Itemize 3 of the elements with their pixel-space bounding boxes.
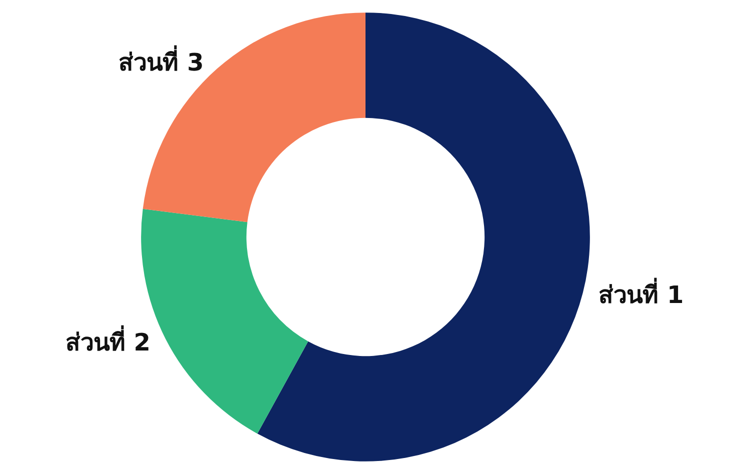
slice-label: ส่วนที่ 3 — [118, 44, 204, 77]
slice-label: ส่วนที่ 2 — [65, 324, 150, 357]
slice-label: ส่วนที่ 1 — [598, 276, 684, 309]
